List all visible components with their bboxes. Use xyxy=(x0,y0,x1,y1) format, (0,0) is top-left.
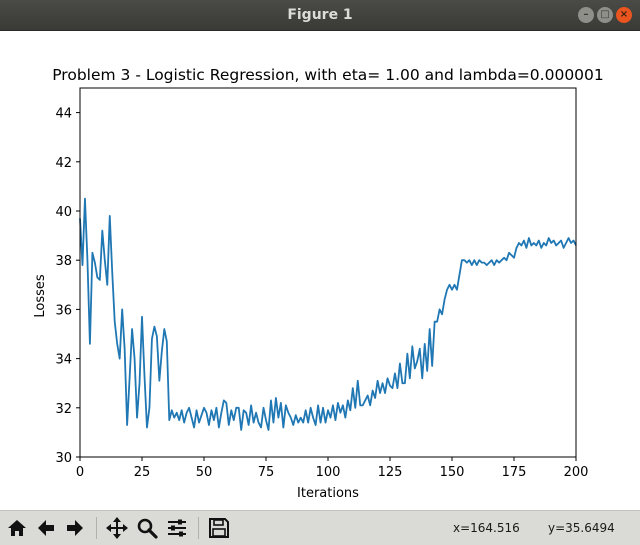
y-tick-label: 42 xyxy=(55,156,72,171)
y-tick-label: 34 xyxy=(55,353,72,368)
x-tick-label: 125 xyxy=(378,465,403,480)
home-button[interactable] xyxy=(4,515,30,541)
y-coordinate-readout: y=35.6494 xyxy=(548,521,615,535)
save-button[interactable] xyxy=(206,515,232,541)
subplots-button[interactable] xyxy=(164,515,190,541)
y-tick-label: 38 xyxy=(55,254,72,269)
chart-title: Problem 3 - Logistic Regression, with et… xyxy=(52,66,604,84)
maximize-button[interactable]: □ xyxy=(597,7,613,23)
series-line xyxy=(79,197,577,431)
chart-svg: Problem 3 - Logistic Regression, with et… xyxy=(33,66,604,501)
y-tick-label: 30 xyxy=(55,451,72,466)
back-button[interactable] xyxy=(33,515,59,541)
x-tick-label: 175 xyxy=(502,465,527,480)
axes: 0 25 50 75 100 125 150 175 200 30 32 34 36 38 40 42 44 xyxy=(55,87,589,480)
close-button[interactable]: × xyxy=(616,7,632,23)
pan-icon xyxy=(106,517,128,539)
y-tick-label: 40 xyxy=(55,205,72,220)
maximize-icon: □ xyxy=(600,9,610,20)
x-tick-label: 25 xyxy=(134,465,151,480)
toolbar-separator xyxy=(198,517,199,539)
x-tick-label: 50 xyxy=(196,465,213,480)
forward-arrow-icon xyxy=(67,520,83,536)
x-tick-label: 200 xyxy=(564,465,589,480)
subplots-icon xyxy=(168,519,186,537)
toolbar-separator xyxy=(96,517,97,539)
window-titlebar: Figure 1 – □ × xyxy=(0,0,640,31)
home-icon xyxy=(8,520,26,536)
x-tick-label: 100 xyxy=(316,465,341,480)
zoom-icon xyxy=(137,518,158,539)
window-title: Figure 1 xyxy=(287,7,353,23)
minimize-icon: – xyxy=(583,9,589,20)
y-axis-label: Losses xyxy=(33,274,48,318)
pan-button[interactable] xyxy=(104,515,130,541)
x-tick-label: 150 xyxy=(440,465,465,480)
forward-button[interactable] xyxy=(62,515,88,541)
minimize-button[interactable]: – xyxy=(578,7,594,23)
x-tick-label: 0 xyxy=(76,465,84,480)
plot-frame xyxy=(79,87,577,458)
figure-canvas[interactable]: Problem 3 - Logistic Regression, with et… xyxy=(0,31,640,510)
x-axis-label: Iterations xyxy=(297,486,359,501)
y-tick-label: 36 xyxy=(55,303,72,318)
close-icon: × xyxy=(619,9,629,20)
zoom-button[interactable] xyxy=(134,515,160,541)
back-arrow-icon xyxy=(38,520,54,536)
x-tick-label: 75 xyxy=(258,465,275,480)
save-icon xyxy=(209,518,229,538)
y-tick-label: 32 xyxy=(55,402,72,417)
y-tick-label: 44 xyxy=(55,107,72,122)
x-coordinate-readout: x=164.516 xyxy=(453,521,520,535)
navigation-toolbar: x=164.516 y=35.6494 xyxy=(0,510,640,545)
